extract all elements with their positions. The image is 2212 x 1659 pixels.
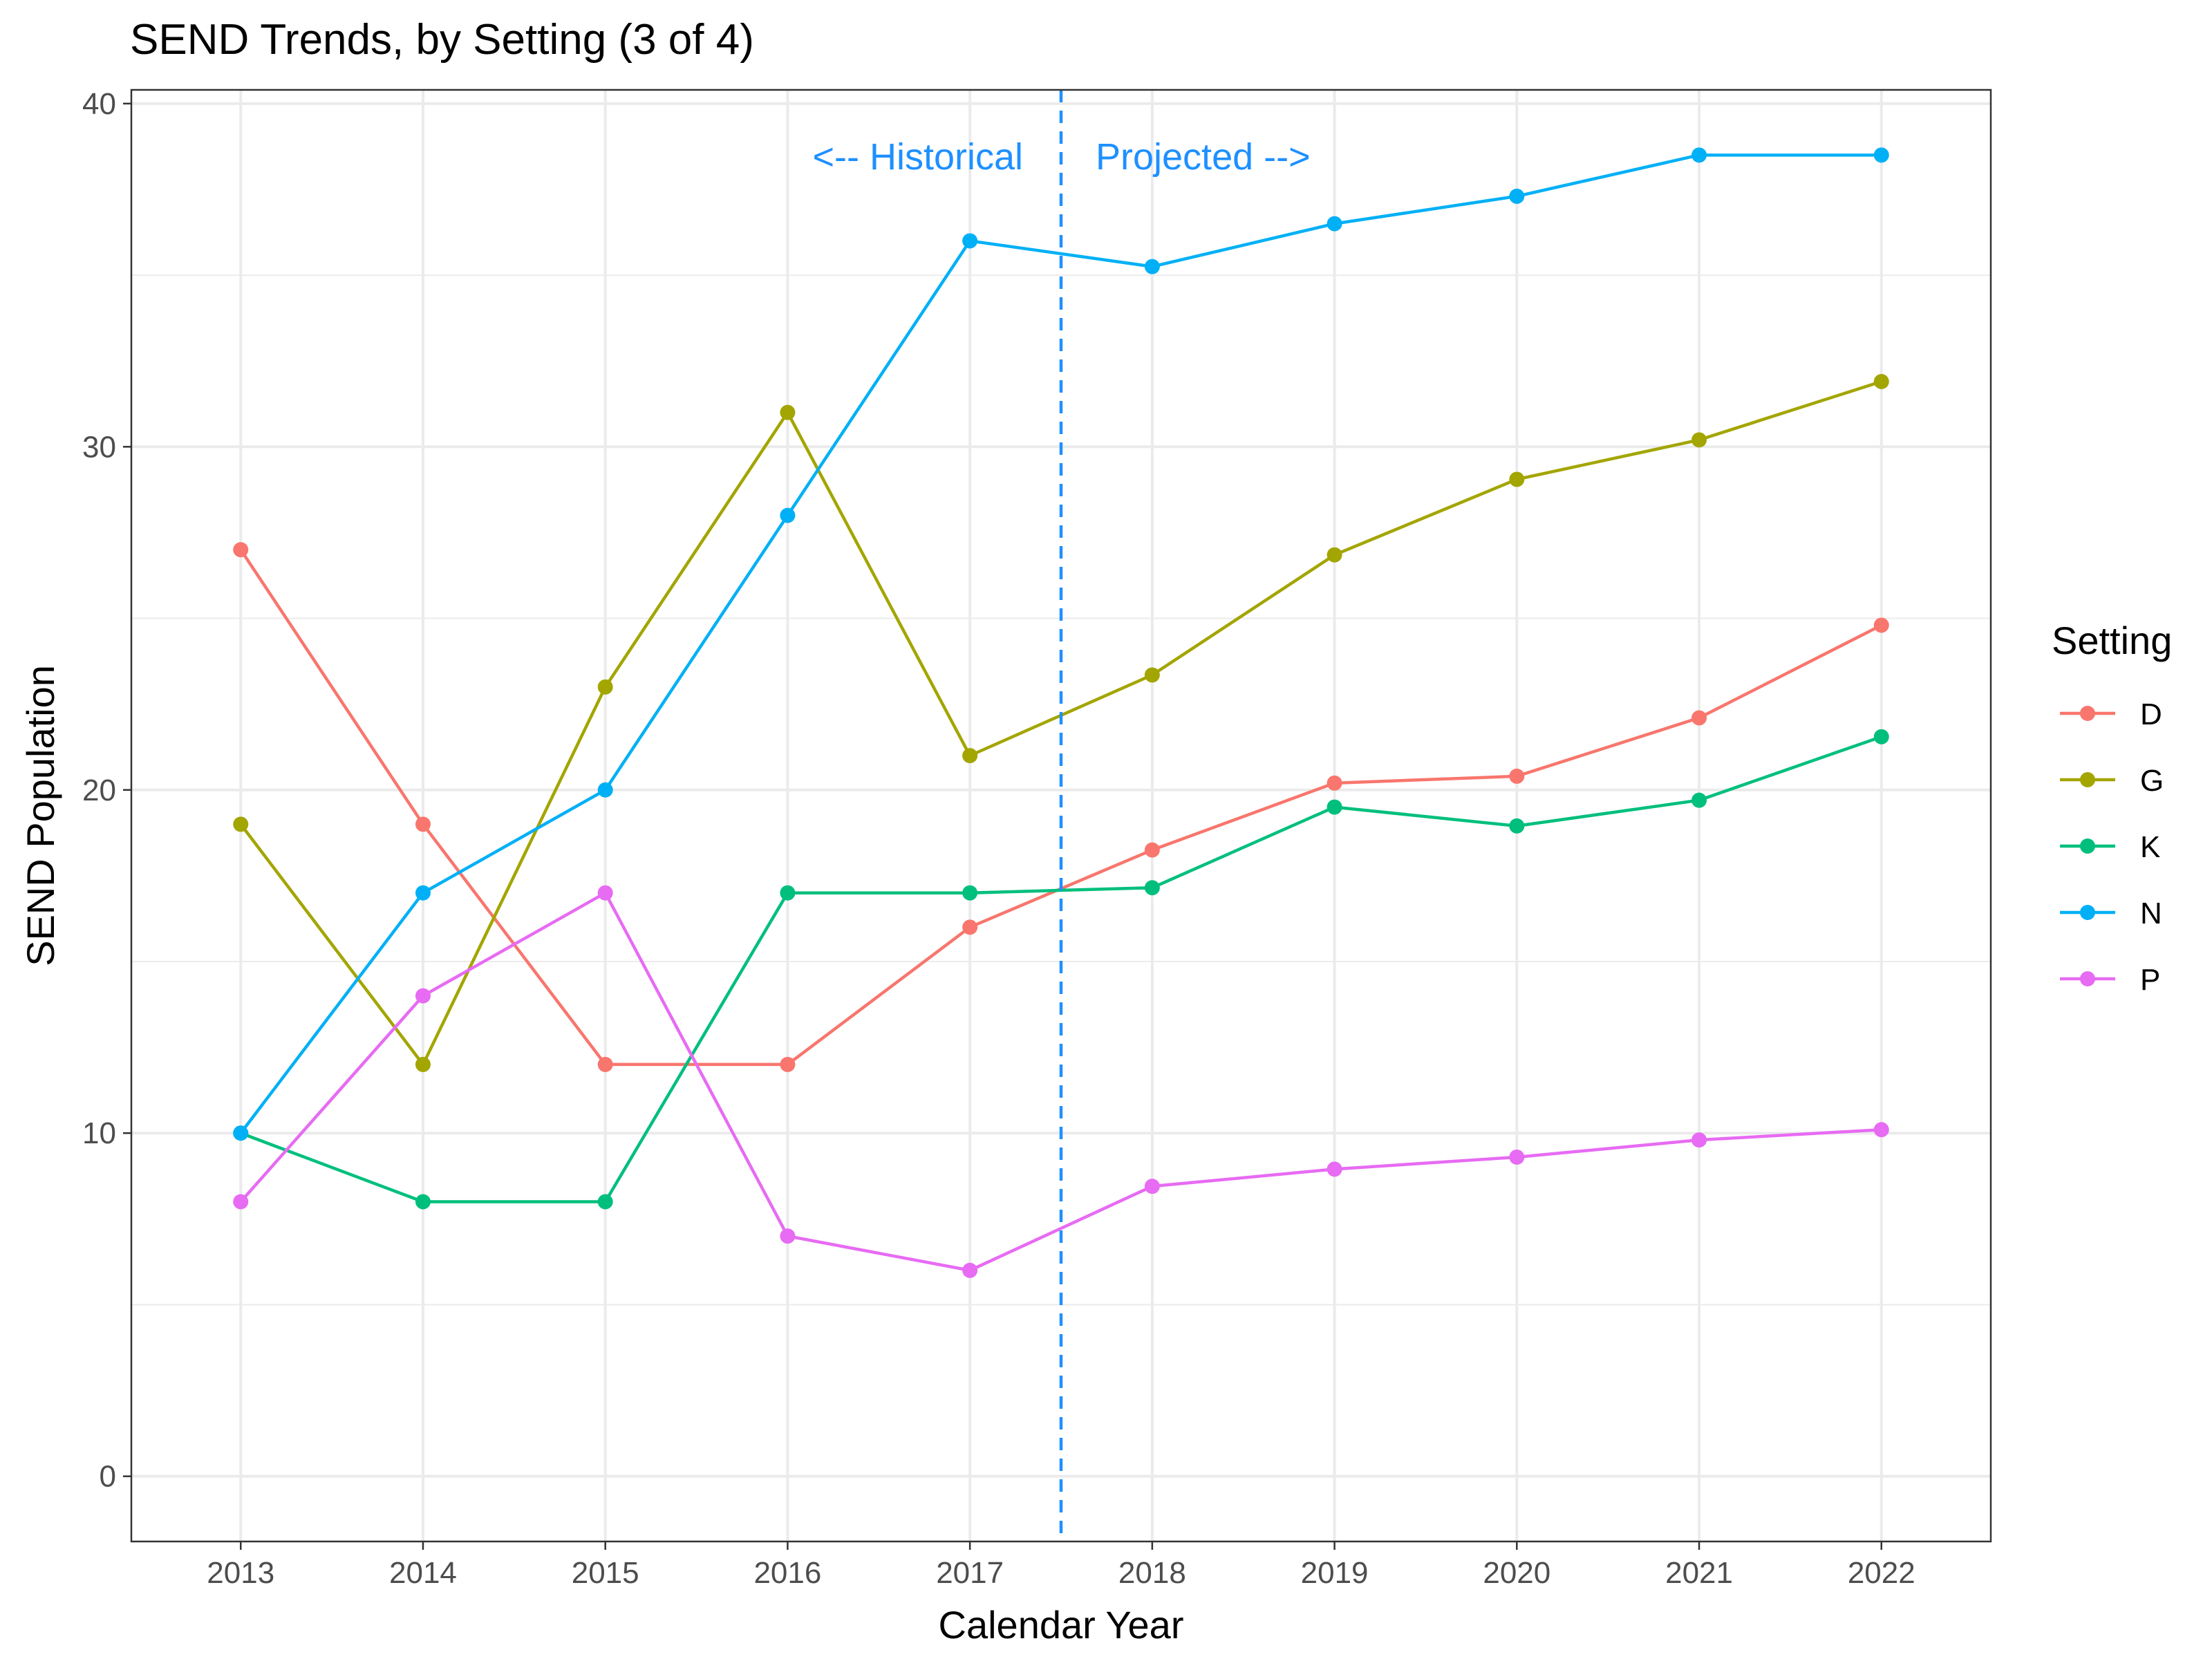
data-point-P-2021 <box>1691 1132 1707 1148</box>
data-point-D-2016 <box>780 1056 796 1072</box>
x-tick-label: 2021 <box>1665 1556 1733 1590</box>
data-point-P-2013 <box>233 1194 249 1210</box>
data-point-G-2019 <box>1327 547 1342 563</box>
x-axis: 2013 2014 2015 2016 2017 2018 2019 2020 2021 2022 <box>207 1541 1915 1590</box>
data-point-G-2021 <box>1691 432 1707 448</box>
projected-label: Projected --> <box>1096 136 1311 178</box>
series-line-P <box>239 891 1882 1273</box>
y-tick-label: 30 <box>82 430 116 464</box>
legend-label: K <box>2140 830 2160 864</box>
data-point-D-2022 <box>1873 617 1889 633</box>
data-point-D-2020 <box>1509 768 1525 784</box>
data-point-G-2022 <box>1873 373 1889 389</box>
data-point-P-2022 <box>1873 1122 1889 1138</box>
data-point-D-2019 <box>1327 775 1342 791</box>
data-point-G-2015 <box>597 679 613 695</box>
data-point-D-2014 <box>415 816 431 832</box>
legend-item-P: P <box>2060 963 2160 997</box>
grid <box>131 90 1991 1541</box>
legend-key-point <box>2080 838 2095 854</box>
x-tick-label: 2018 <box>1118 1556 1186 1590</box>
data-point-D-2018 <box>1144 842 1160 858</box>
data-point-D-2015 <box>597 1056 613 1072</box>
data-point-N-2022 <box>1873 147 1889 163</box>
series-P <box>233 885 1889 1278</box>
data-point-P-2017 <box>962 1262 978 1278</box>
plot-panel-border <box>130 88 1992 1543</box>
data-point-N-2014 <box>415 885 431 901</box>
legend-key-point <box>2080 706 2095 721</box>
legend-item-D: D <box>2060 697 2162 731</box>
data-point-K-2016 <box>780 885 796 901</box>
x-tick-label: 2022 <box>1848 1556 1915 1590</box>
data-point-K-2022 <box>1873 729 1889 744</box>
x-tick-label: 2017 <box>936 1556 1004 1590</box>
legend-item-G: G <box>2060 764 2164 798</box>
legend-item-N: N <box>2060 897 2162 930</box>
legend-key-point <box>2080 905 2095 920</box>
x-tick-label: 2020 <box>1483 1556 1550 1590</box>
y-axis: 0 10 20 30 40 <box>82 87 131 1494</box>
data-point-D-2021 <box>1691 710 1707 726</box>
x-tick-label: 2014 <box>389 1556 457 1590</box>
data-point-G-2017 <box>962 748 978 764</box>
data-point-N-2015 <box>597 782 613 798</box>
annotation-layer: <-- Historical Projected --> <box>812 90 1311 1541</box>
data-point-N-2019 <box>1327 216 1342 232</box>
data-point-N-2017 <box>962 233 978 249</box>
data-point-P-2020 <box>1509 1149 1525 1165</box>
legend-label: N <box>2140 897 2162 930</box>
data-point-N-2020 <box>1509 188 1525 204</box>
data-point-G-2014 <box>415 1056 431 1072</box>
y-tick-label: 10 <box>82 1116 116 1150</box>
data-point-N-2021 <box>1691 147 1707 163</box>
data-point-P-2019 <box>1327 1161 1342 1177</box>
legend-title: Setting <box>2052 619 2172 662</box>
y-axis-title: SEND Population <box>19 665 62 966</box>
x-tick-label: 2015 <box>572 1556 639 1590</box>
data-point-P-2015 <box>597 885 613 901</box>
x-tick-label: 2016 <box>753 1556 821 1590</box>
data-point-G-2020 <box>1509 471 1525 487</box>
x-tick-label: 2019 <box>1301 1556 1369 1590</box>
data-point-D-2013 <box>233 542 249 558</box>
data-point-K-2021 <box>1691 792 1707 808</box>
data-point-N-2013 <box>233 1125 249 1141</box>
y-tick-label: 20 <box>82 774 116 807</box>
data-point-K-2015 <box>597 1194 613 1210</box>
chart-title: SEND Trends, by Setting (3 of 4) <box>130 16 754 64</box>
series-line-N <box>239 153 1882 1134</box>
legend-label: G <box>2140 764 2164 798</box>
data-point-P-2014 <box>415 988 431 1004</box>
legend-key-point <box>2080 772 2095 787</box>
data-point-P-2016 <box>780 1228 796 1244</box>
x-tick-label: 2013 <box>207 1556 274 1590</box>
data-point-G-2018 <box>1144 667 1160 683</box>
y-tick-label: 40 <box>82 87 116 121</box>
data-point-D-2017 <box>962 919 978 935</box>
x-axis-title: Calendar Year <box>939 1603 1184 1647</box>
legend-key-point <box>2080 971 2095 986</box>
data-point-K-2020 <box>1509 818 1525 834</box>
y-tick-label: 0 <box>100 1460 116 1494</box>
historical-label: <-- Historical <box>812 136 1023 178</box>
data-point-K-2019 <box>1327 799 1342 815</box>
data-point-K-2014 <box>415 1194 431 1210</box>
data-point-K-2018 <box>1144 880 1160 896</box>
legend-label: D <box>2140 697 2162 731</box>
legend-label: P <box>2140 963 2160 997</box>
data-point-K-2017 <box>962 885 978 901</box>
data-point-P-2018 <box>1144 1179 1160 1194</box>
series-N <box>233 147 1889 1141</box>
data-point-N-2016 <box>780 507 796 523</box>
data-point-G-2013 <box>233 816 249 832</box>
data-point-G-2016 <box>780 404 796 420</box>
legend-item-K: K <box>2060 830 2160 864</box>
data-point-N-2018 <box>1144 259 1160 274</box>
